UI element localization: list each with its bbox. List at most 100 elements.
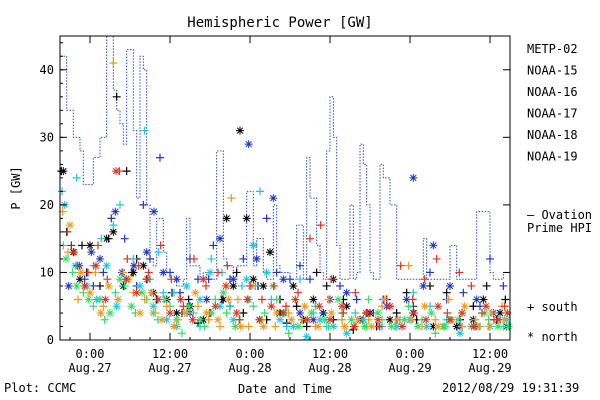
noaa-15-south-point xyxy=(209,241,218,250)
noaa-18-south-point xyxy=(204,315,213,324)
x-tick-label-time: 12:00 xyxy=(152,347,188,361)
noaa-16-north-point xyxy=(249,241,258,250)
x-tick-label-time: 0:00 xyxy=(236,347,265,361)
noaa-17-north-point xyxy=(294,322,302,331)
noaa-19-north-point xyxy=(338,302,346,311)
noaa-19-south-point xyxy=(223,261,232,270)
noaa-19-north-point xyxy=(434,302,442,311)
noaa-19-north-point xyxy=(122,275,130,284)
metp-02-south-point xyxy=(469,302,478,311)
metp-02-north-point xyxy=(102,234,111,243)
noaa-19-north-point xyxy=(222,281,230,290)
noaa-18-south-point xyxy=(151,308,160,317)
noaa-15-north-point xyxy=(309,315,318,324)
satellite-data-points xyxy=(57,59,513,341)
noaa-19-south-point xyxy=(179,302,188,311)
noaa-17-north-point xyxy=(347,315,356,324)
noaa-18-north-point xyxy=(191,288,200,297)
noaa-18-south-point xyxy=(194,302,202,311)
noaa-19-south-point xyxy=(294,288,302,297)
noaa-19-south-point xyxy=(246,281,254,290)
metp-02-north-point xyxy=(266,248,274,257)
noaa-16-north-point xyxy=(262,268,271,277)
noaa-19-north-point xyxy=(494,315,502,324)
x-axis-label: Date and Time xyxy=(238,382,332,396)
metp-02-north-point xyxy=(109,227,118,236)
noaa-18-south-point xyxy=(404,261,413,270)
noaa-18-south-point xyxy=(431,315,440,324)
noaa-19-south-point xyxy=(500,302,509,311)
noaa-18-south-point xyxy=(378,302,386,311)
noaa-15-north-point xyxy=(409,173,418,182)
noaa-18-south-point xyxy=(271,322,280,331)
legend-entry: NOAA-19 xyxy=(527,150,578,164)
noaa-19-south-point xyxy=(123,254,132,263)
noaa-16-north-point xyxy=(182,281,191,290)
metp-02-south-point xyxy=(194,319,202,328)
noaa-18-south-point xyxy=(99,302,108,311)
noaa-18-north-point xyxy=(86,288,94,297)
noaa-17-south-point xyxy=(404,302,413,311)
plot-credit: Plot: CCMC xyxy=(4,381,77,395)
noaa-18-north-point xyxy=(314,322,322,331)
noaa-18-south-point xyxy=(91,268,100,277)
noaa-15-south-point xyxy=(120,234,129,243)
noaa-16-south-point xyxy=(109,221,118,230)
noaa-16-north-point xyxy=(316,315,324,324)
noaa-15-south-point xyxy=(107,214,116,223)
noaa-18-north-point xyxy=(104,281,113,290)
noaa-19-south-point xyxy=(94,241,102,250)
noaa-15-north-point xyxy=(216,234,224,243)
noaa-15-north-point xyxy=(342,288,351,297)
noaa-19-south-point xyxy=(408,295,417,304)
metp-02-south-point xyxy=(392,308,401,317)
noaa-19-north-point xyxy=(279,308,288,317)
noaa-15-south-point xyxy=(486,254,494,263)
noaa-16-south-point xyxy=(72,173,81,182)
noaa-18-north-point xyxy=(170,322,178,331)
noaa-19-south-point xyxy=(443,308,452,317)
noaa-17-south-point xyxy=(249,302,258,311)
metp-02-north-point xyxy=(59,167,68,176)
noaa-19-north-point xyxy=(326,315,334,324)
noaa-15-south-point xyxy=(319,308,328,317)
noaa-18-south-point xyxy=(484,322,493,331)
noaa-17-north-point xyxy=(62,254,70,263)
marker-legend-north: * north xyxy=(527,330,578,344)
noaa-19-south-point xyxy=(316,221,325,230)
metp-02-south-point xyxy=(78,241,86,250)
noaa-16-south-point xyxy=(116,200,124,209)
noaa-19-north-point xyxy=(303,315,312,324)
noaa-17-north-point xyxy=(427,308,436,317)
noaa-19-north-point xyxy=(188,315,197,324)
noaa-16-north-point xyxy=(196,295,204,304)
noaa-16-south-point xyxy=(154,248,163,257)
noaa-19-north-point xyxy=(267,302,276,311)
noaa-18-north-point xyxy=(66,221,74,230)
noaa-18-south-point xyxy=(471,315,480,324)
noaa-19-south-point xyxy=(327,275,336,284)
noaa-16-north-point xyxy=(149,302,158,311)
metp-02-north-point xyxy=(429,322,438,331)
noaa-17-south-point xyxy=(284,329,293,338)
metp-02-south-point xyxy=(442,288,451,297)
noaa-18-north-point xyxy=(214,315,222,324)
noaa-17-south-point xyxy=(211,295,220,304)
noaa-19-south-point xyxy=(144,268,153,277)
noaa-18-south-point xyxy=(216,322,224,331)
noaa-19-north-point xyxy=(482,302,490,311)
noaa-18-south-point xyxy=(338,315,346,324)
noaa-19-north-point xyxy=(211,302,220,311)
noaa-19-south-point xyxy=(258,295,266,304)
x-tick-label-time: 12:00 xyxy=(472,347,508,361)
noaa-16-north-point xyxy=(342,329,351,338)
noaa-17-north-point xyxy=(160,295,169,304)
noaa-18-north-point xyxy=(300,302,309,311)
noaa-16-north-point xyxy=(102,261,111,270)
noaa-18-south-point xyxy=(324,295,333,304)
noaa-18-north-point xyxy=(500,315,509,324)
noaa-16-south-point xyxy=(207,254,216,263)
noaa-16-south-point xyxy=(226,302,234,311)
noaa-17-north-point xyxy=(334,295,342,304)
noaa-16-south-point xyxy=(256,187,264,196)
